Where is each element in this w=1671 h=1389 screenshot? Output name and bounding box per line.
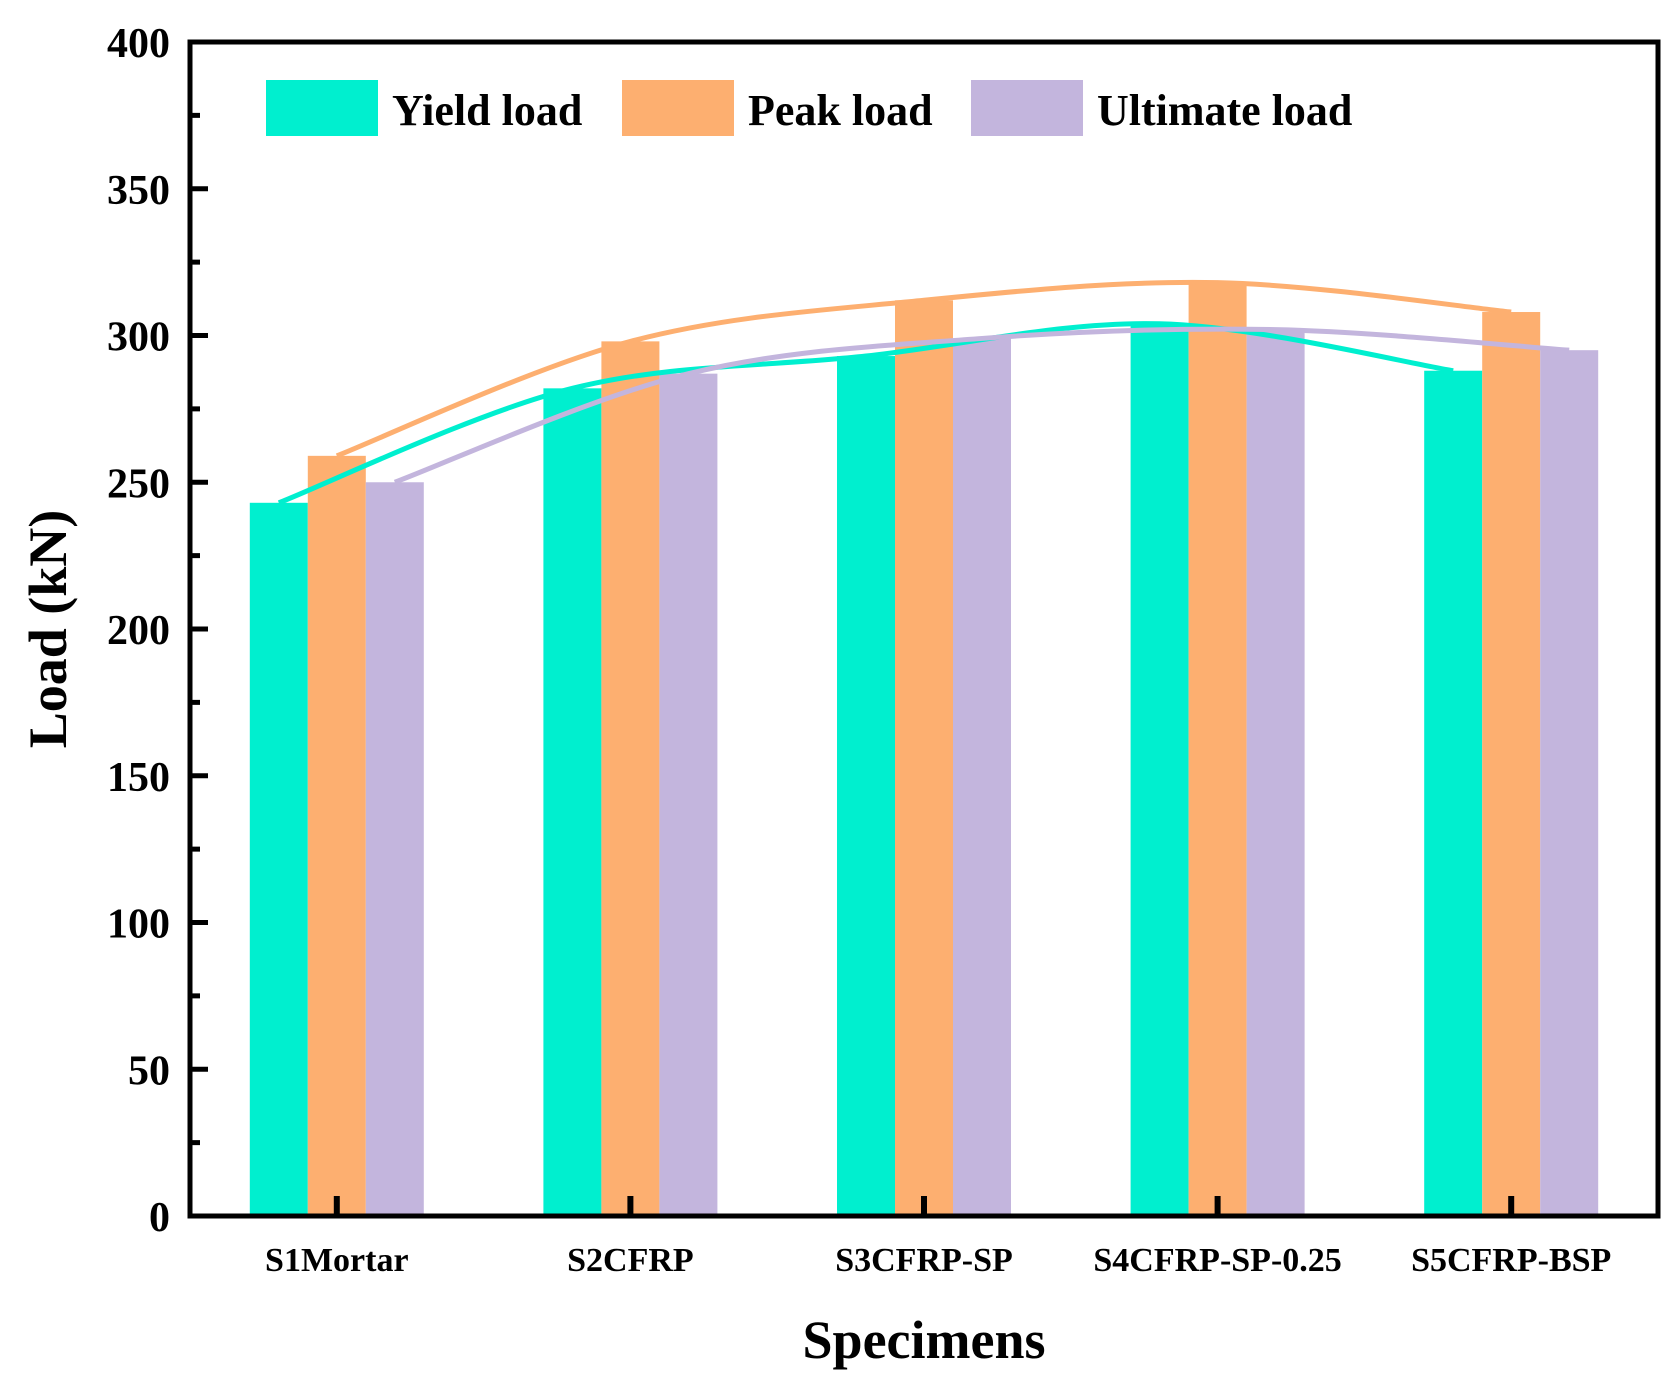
y-axis-title: Load (kN) bbox=[18, 510, 78, 749]
y-tick-label: 0 bbox=[149, 1195, 170, 1241]
y-axis: 0 50 100 150 200 250 300 350 400 bbox=[107, 21, 208, 1241]
legend: Yield load Peak load Ultimate load bbox=[266, 80, 1352, 136]
bar-peak-load-4 bbox=[1482, 312, 1541, 1216]
bar-ultimate-load-4 bbox=[1540, 350, 1599, 1216]
y-tick-label: 300 bbox=[107, 315, 170, 361]
x-tick-label: S5CFRP-BSP bbox=[1411, 1242, 1611, 1279]
bars-layer bbox=[249, 282, 1599, 1217]
bar-ultimate-load-2 bbox=[953, 338, 1011, 1216]
lines-layer bbox=[277, 279, 1570, 506]
bar-yield-load-1 bbox=[543, 388, 602, 1217]
y-tick-label: 250 bbox=[107, 461, 170, 507]
bar-peak-load-1 bbox=[601, 341, 660, 1216]
x-tick-label: S1Mortar bbox=[265, 1242, 409, 1279]
y-tick-label: 200 bbox=[107, 608, 170, 654]
bar-yield-load-2 bbox=[837, 356, 895, 1216]
bar-yield-load-0 bbox=[249, 502, 308, 1216]
bar-ultimate-load-1 bbox=[659, 373, 718, 1216]
x-axis: S1Mortar S2CFRP S3CFRP-SP S4CFRP-SP-0.25 S5C… bbox=[265, 1196, 1611, 1279]
x-axis-title: Specimens bbox=[803, 1310, 1046, 1370]
legend-label-yield-load: Yield load bbox=[392, 86, 582, 135]
bar-peak-load-2 bbox=[895, 300, 953, 1216]
x-tick-label: S2CFRP bbox=[567, 1242, 694, 1279]
legend-label-peak-load: Peak load bbox=[748, 86, 933, 135]
legend-swatch-ultimate-load bbox=[971, 80, 1083, 136]
legend-label-ultimate-load: Ultimate load bbox=[1097, 86, 1352, 135]
y-tick-label: 50 bbox=[128, 1048, 170, 1094]
bar-peak-load-3 bbox=[1188, 282, 1247, 1216]
line-peak-load bbox=[335, 279, 1512, 459]
x-tick-label: S3CFRP-SP bbox=[835, 1242, 1013, 1279]
line-ultimate-load bbox=[393, 326, 1570, 485]
bar-peak-load-0 bbox=[307, 455, 366, 1217]
bar-yield-load-3 bbox=[1130, 323, 1189, 1216]
y-tick-label: 100 bbox=[107, 902, 170, 948]
legend-swatch-peak-load bbox=[622, 80, 734, 136]
line-yield-load bbox=[277, 321, 1454, 506]
bar-yield-load-4 bbox=[1424, 370, 1483, 1217]
y-tick-label: 400 bbox=[107, 21, 170, 67]
legend-swatch-yield-load bbox=[266, 80, 378, 136]
x-tick-label: S4CFRP-SP-0.25 bbox=[1093, 1242, 1341, 1279]
bar-ultimate-load-3 bbox=[1246, 329, 1305, 1216]
y-tick-label: 150 bbox=[107, 755, 170, 801]
y-tick-label: 350 bbox=[107, 168, 170, 214]
bar-ultimate-load-0 bbox=[365, 482, 424, 1216]
